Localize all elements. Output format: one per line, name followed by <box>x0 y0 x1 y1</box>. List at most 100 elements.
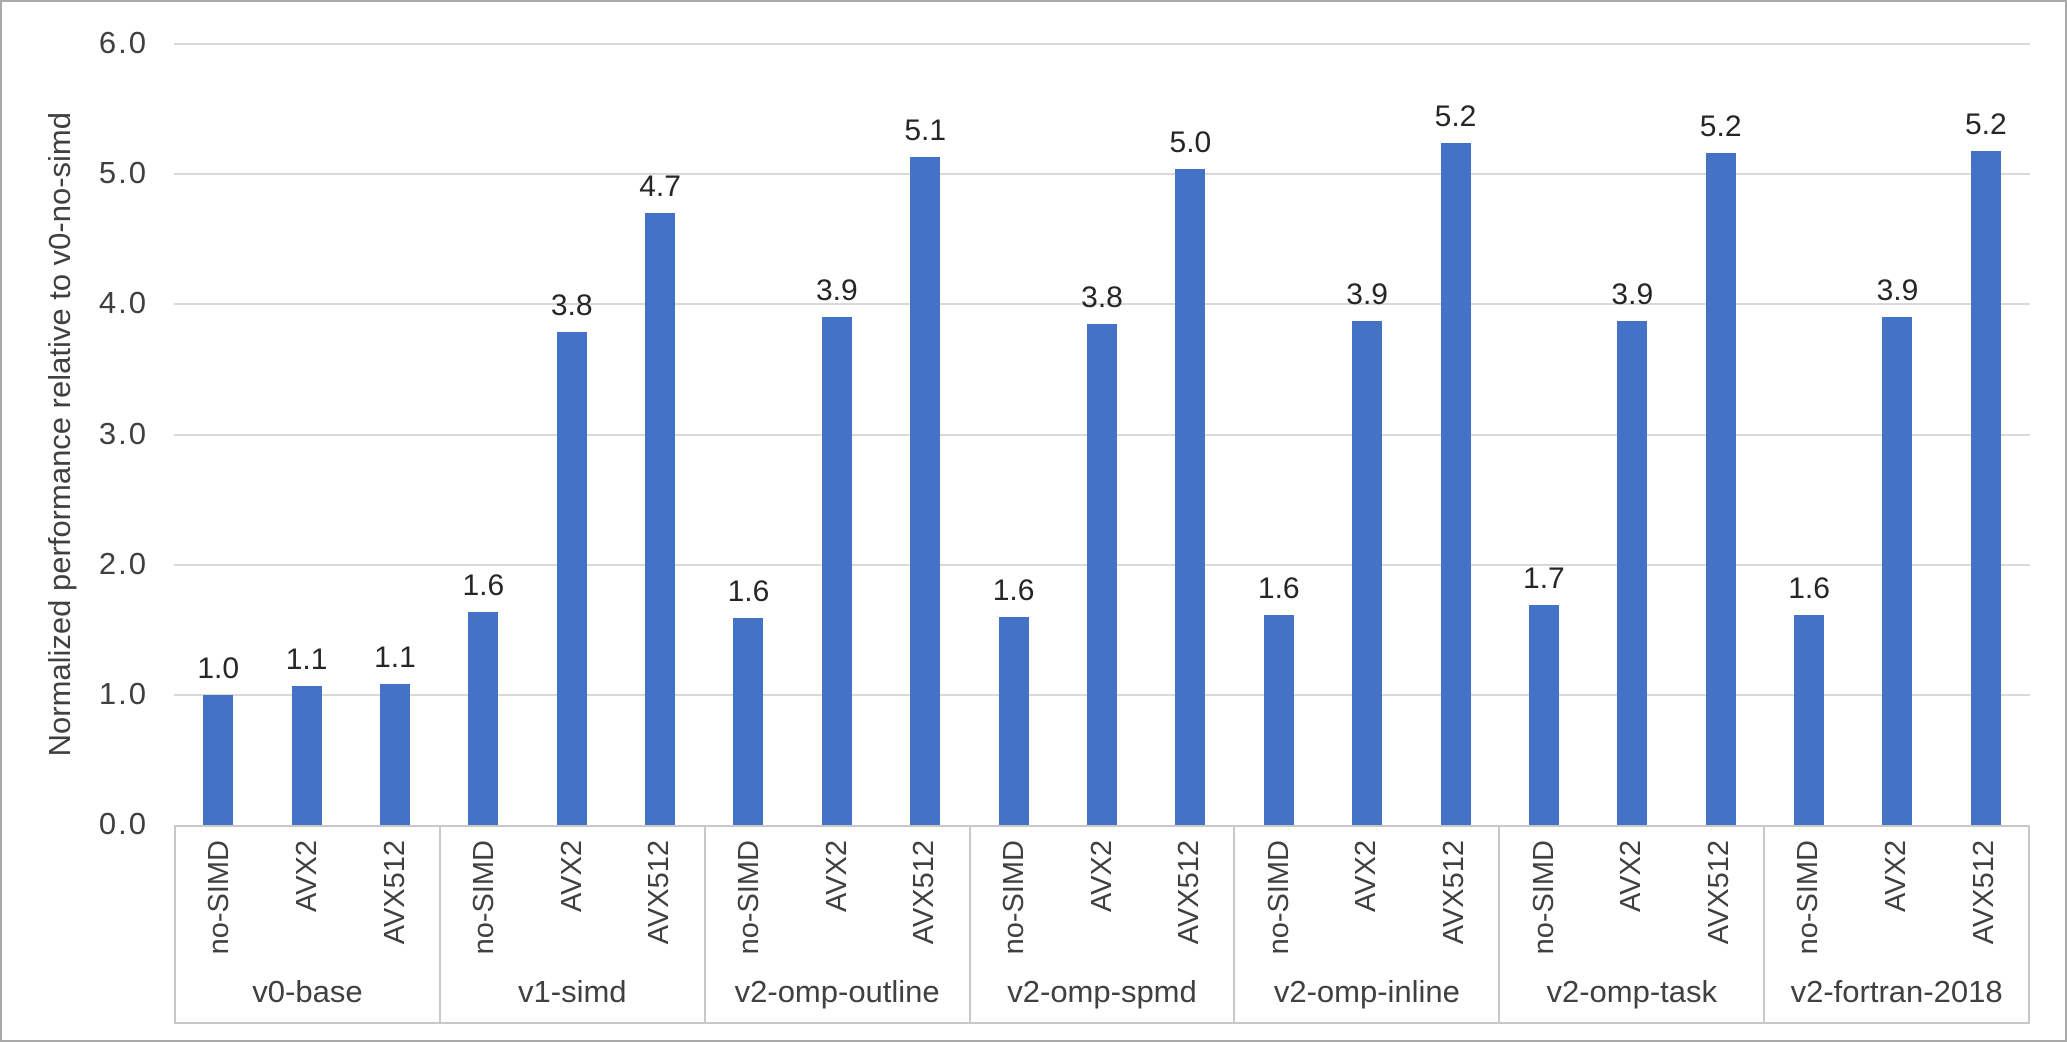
category-group-label: v2-omp-task <box>1546 973 1717 1009</box>
bar-value-label: 5.2 <box>1434 99 1477 133</box>
category-group-label: v2-omp-inline <box>1273 973 1460 1009</box>
y-tick-label: 0.0 <box>98 806 148 841</box>
bar <box>1440 142 1471 825</box>
bar <box>1528 605 1559 825</box>
category-label: AVX512 <box>1173 840 1206 945</box>
category-label: AVX2 <box>1615 840 1648 913</box>
bar <box>910 157 941 825</box>
bar-value-label: 5.2 <box>1699 110 1742 144</box>
category-label-slot: AVX512 <box>1940 827 2028 961</box>
category-label-slot: AVX2 <box>1058 827 1146 961</box>
bar-value-label: 1.6 <box>1788 572 1830 606</box>
bar-value-label: 1.1 <box>374 641 416 675</box>
bar-value-label: 1.6 <box>1257 572 1300 606</box>
bar <box>1263 615 1294 825</box>
bar <box>998 616 1029 825</box>
category-label-slot: no-SIMD <box>971 827 1059 961</box>
category-label: no-SIMD <box>203 840 236 955</box>
bar-value-label: 1.0 <box>197 651 240 685</box>
bar-value-label: 1.1 <box>285 642 328 676</box>
category-label-slot: AVX512 <box>881 827 969 961</box>
bar-value-label: 3.8 <box>1081 280 1123 314</box>
category-group-label: v2-omp-outline <box>734 973 940 1009</box>
category-label-slot: AVX2 <box>528 827 616 961</box>
category-label-row: no-SIMD AVX2 AVX512 <box>706 827 969 961</box>
category-label-slot: no-SIMD <box>706 827 794 961</box>
y-tick-label: 4.0 <box>98 285 148 321</box>
bar-value-label: 3.8 <box>550 288 593 322</box>
bar <box>821 317 852 825</box>
category-label: AVX2 <box>290 840 323 913</box>
bar-value-label: 1.6 <box>992 573 1035 607</box>
category-label: AVX512 <box>908 840 941 945</box>
category-label-slot: AVX2 <box>793 827 881 961</box>
bar-value-label: 1.7 <box>1523 562 1565 596</box>
bar <box>1175 168 1206 825</box>
gridline <box>174 43 2030 45</box>
category-label-row: no-SIMD AVX2 AVX512 <box>971 827 1234 961</box>
bar-value-label: 1.6 <box>727 575 770 609</box>
category-axis: no-SIMD AVX2 AVX512 v0-base no-SIMD AVX2 AVX51… <box>174 825 2030 1024</box>
category-group: no-SIMD AVX2 AVX512 v0-base <box>176 827 441 1022</box>
category-label-slot: no-SIMD <box>1500 827 1588 961</box>
category-label: AVX2 <box>820 840 853 913</box>
category-label-slot: no-SIMD <box>1235 827 1323 961</box>
category-label: AVX512 <box>1438 840 1470 945</box>
gridline <box>174 173 2030 176</box>
category-label-slot: AVX2 <box>1323 827 1411 961</box>
category-group-label: v0-base <box>252 973 363 1009</box>
category-label-slot: AVX512 <box>1676 827 1764 961</box>
y-tick-label: 6.0 <box>98 25 148 60</box>
category-label: AVX512 <box>1967 840 2000 945</box>
bar <box>1705 153 1736 825</box>
category-label: AVX2 <box>555 840 588 913</box>
plot-area: 1.0 1.1 1.1 1.6 3.8 4.7 1.6 3.9 5.1 1.6 3.8 5.0 1.6 3… <box>174 43 2030 825</box>
category-label: AVX2 <box>1085 840 1118 913</box>
bar <box>1970 150 2001 825</box>
category-label-slot: AVX512 <box>1146 827 1234 961</box>
bar <box>645 213 676 825</box>
bar <box>1617 321 1648 825</box>
category-group: no-SIMD AVX2 AVX512 v1-simd <box>441 827 706 1022</box>
category-group-label: v2-omp-spmd <box>1007 973 1197 1009</box>
bar-value-label: 3.9 <box>1346 278 1388 312</box>
category-label: no-SIMD <box>997 840 1030 955</box>
bar <box>379 684 410 825</box>
y-tick-label: 1.0 <box>98 675 148 711</box>
bar <box>1794 615 1825 825</box>
category-label-slot: AVX2 <box>1588 827 1676 961</box>
category-label-slot: no-SIMD <box>1765 827 1853 961</box>
category-group: no-SIMD AVX2 AVX512 v2-omp-outline <box>706 827 971 1022</box>
bar <box>556 331 587 825</box>
category-label-row: no-SIMD AVX2 AVX512 <box>1500 827 1763 961</box>
category-label: no-SIMD <box>733 840 766 955</box>
category-group-label: v2-fortran-2018 <box>1790 973 2003 1009</box>
category-label: no-SIMD <box>1527 840 1560 955</box>
bar <box>1087 323 1117 825</box>
bar <box>203 694 234 825</box>
category-group: no-SIMD AVX2 AVX512 v2-omp-spmd <box>971 827 1236 1022</box>
bar-value-label: 3.9 <box>815 274 858 308</box>
bar <box>468 611 499 825</box>
category-label-slot: AVX512 <box>351 827 439 961</box>
bar-value-label: 5.0 <box>1169 125 1212 159</box>
bar-value-label: 5.2 <box>1964 107 2007 141</box>
bar-value-label: 1.6 <box>462 568 505 602</box>
category-label-row: no-SIMD AVX2 AVX512 <box>441 827 704 961</box>
bar <box>1352 321 1383 825</box>
category-label-slot: AVX2 <box>1853 827 1941 961</box>
category-group-label: v1-simd <box>518 973 627 1009</box>
bar-value-label: 4.7 <box>639 170 681 204</box>
y-tick-label: 5.0 <box>98 155 148 191</box>
category-label-slot: AVX2 <box>264 827 352 961</box>
bar <box>733 618 764 825</box>
bar <box>291 685 322 825</box>
bar-value-label: 5.1 <box>904 114 947 148</box>
category-label: AVX512 <box>378 840 411 945</box>
bar <box>1882 317 1913 825</box>
category-label: AVX512 <box>1702 840 1735 945</box>
category-label-slot: AVX512 <box>1411 827 1499 961</box>
category-label-slot: no-SIMD <box>176 827 264 961</box>
category-label-row: no-SIMD AVX2 AVX512 <box>1235 827 1498 961</box>
category-label-slot: no-SIMD <box>441 827 529 961</box>
